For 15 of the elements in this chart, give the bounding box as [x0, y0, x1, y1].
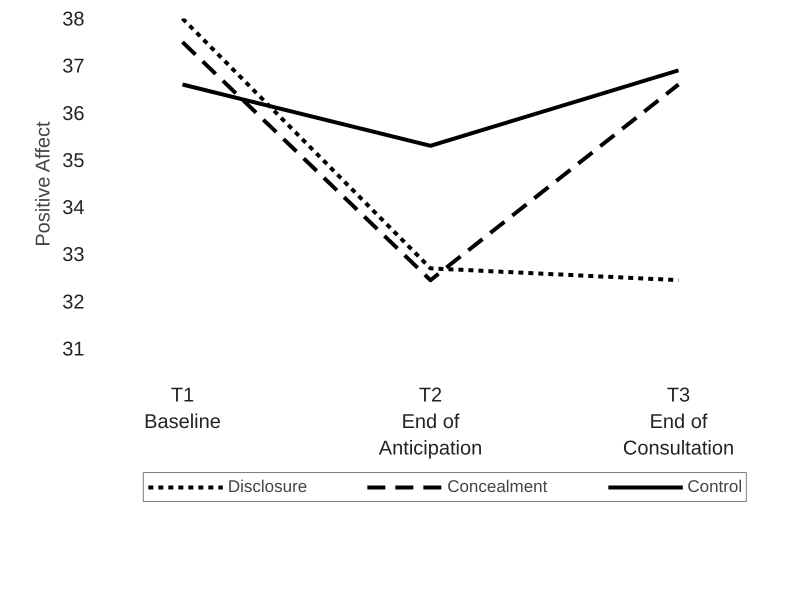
legend-label: Concealment [447, 477, 548, 497]
legend-label: Disclosure [228, 477, 308, 497]
y-axis-title: Positive Affect [32, 120, 54, 247]
y-tick-label: 32 [62, 291, 85, 314]
legend-label: Control [687, 477, 742, 497]
x-tick-label: T2 End of Anticipation [378, 384, 482, 460]
y-tick-label: 35 [62, 150, 85, 172]
x-tick-label: T3 End of Consultation [622, 384, 734, 460]
y-tick-label: 38 [62, 8, 85, 30]
x-tick-label: T1 Baseline [144, 384, 221, 433]
y-tick-label: 34 [62, 197, 85, 220]
y-tick-label: 33 [62, 244, 85, 266]
y-tick-label: 31 [62, 338, 85, 360]
y-tick-label: 37 [62, 56, 85, 78]
y-tick-label: 36 [62, 102, 85, 125]
